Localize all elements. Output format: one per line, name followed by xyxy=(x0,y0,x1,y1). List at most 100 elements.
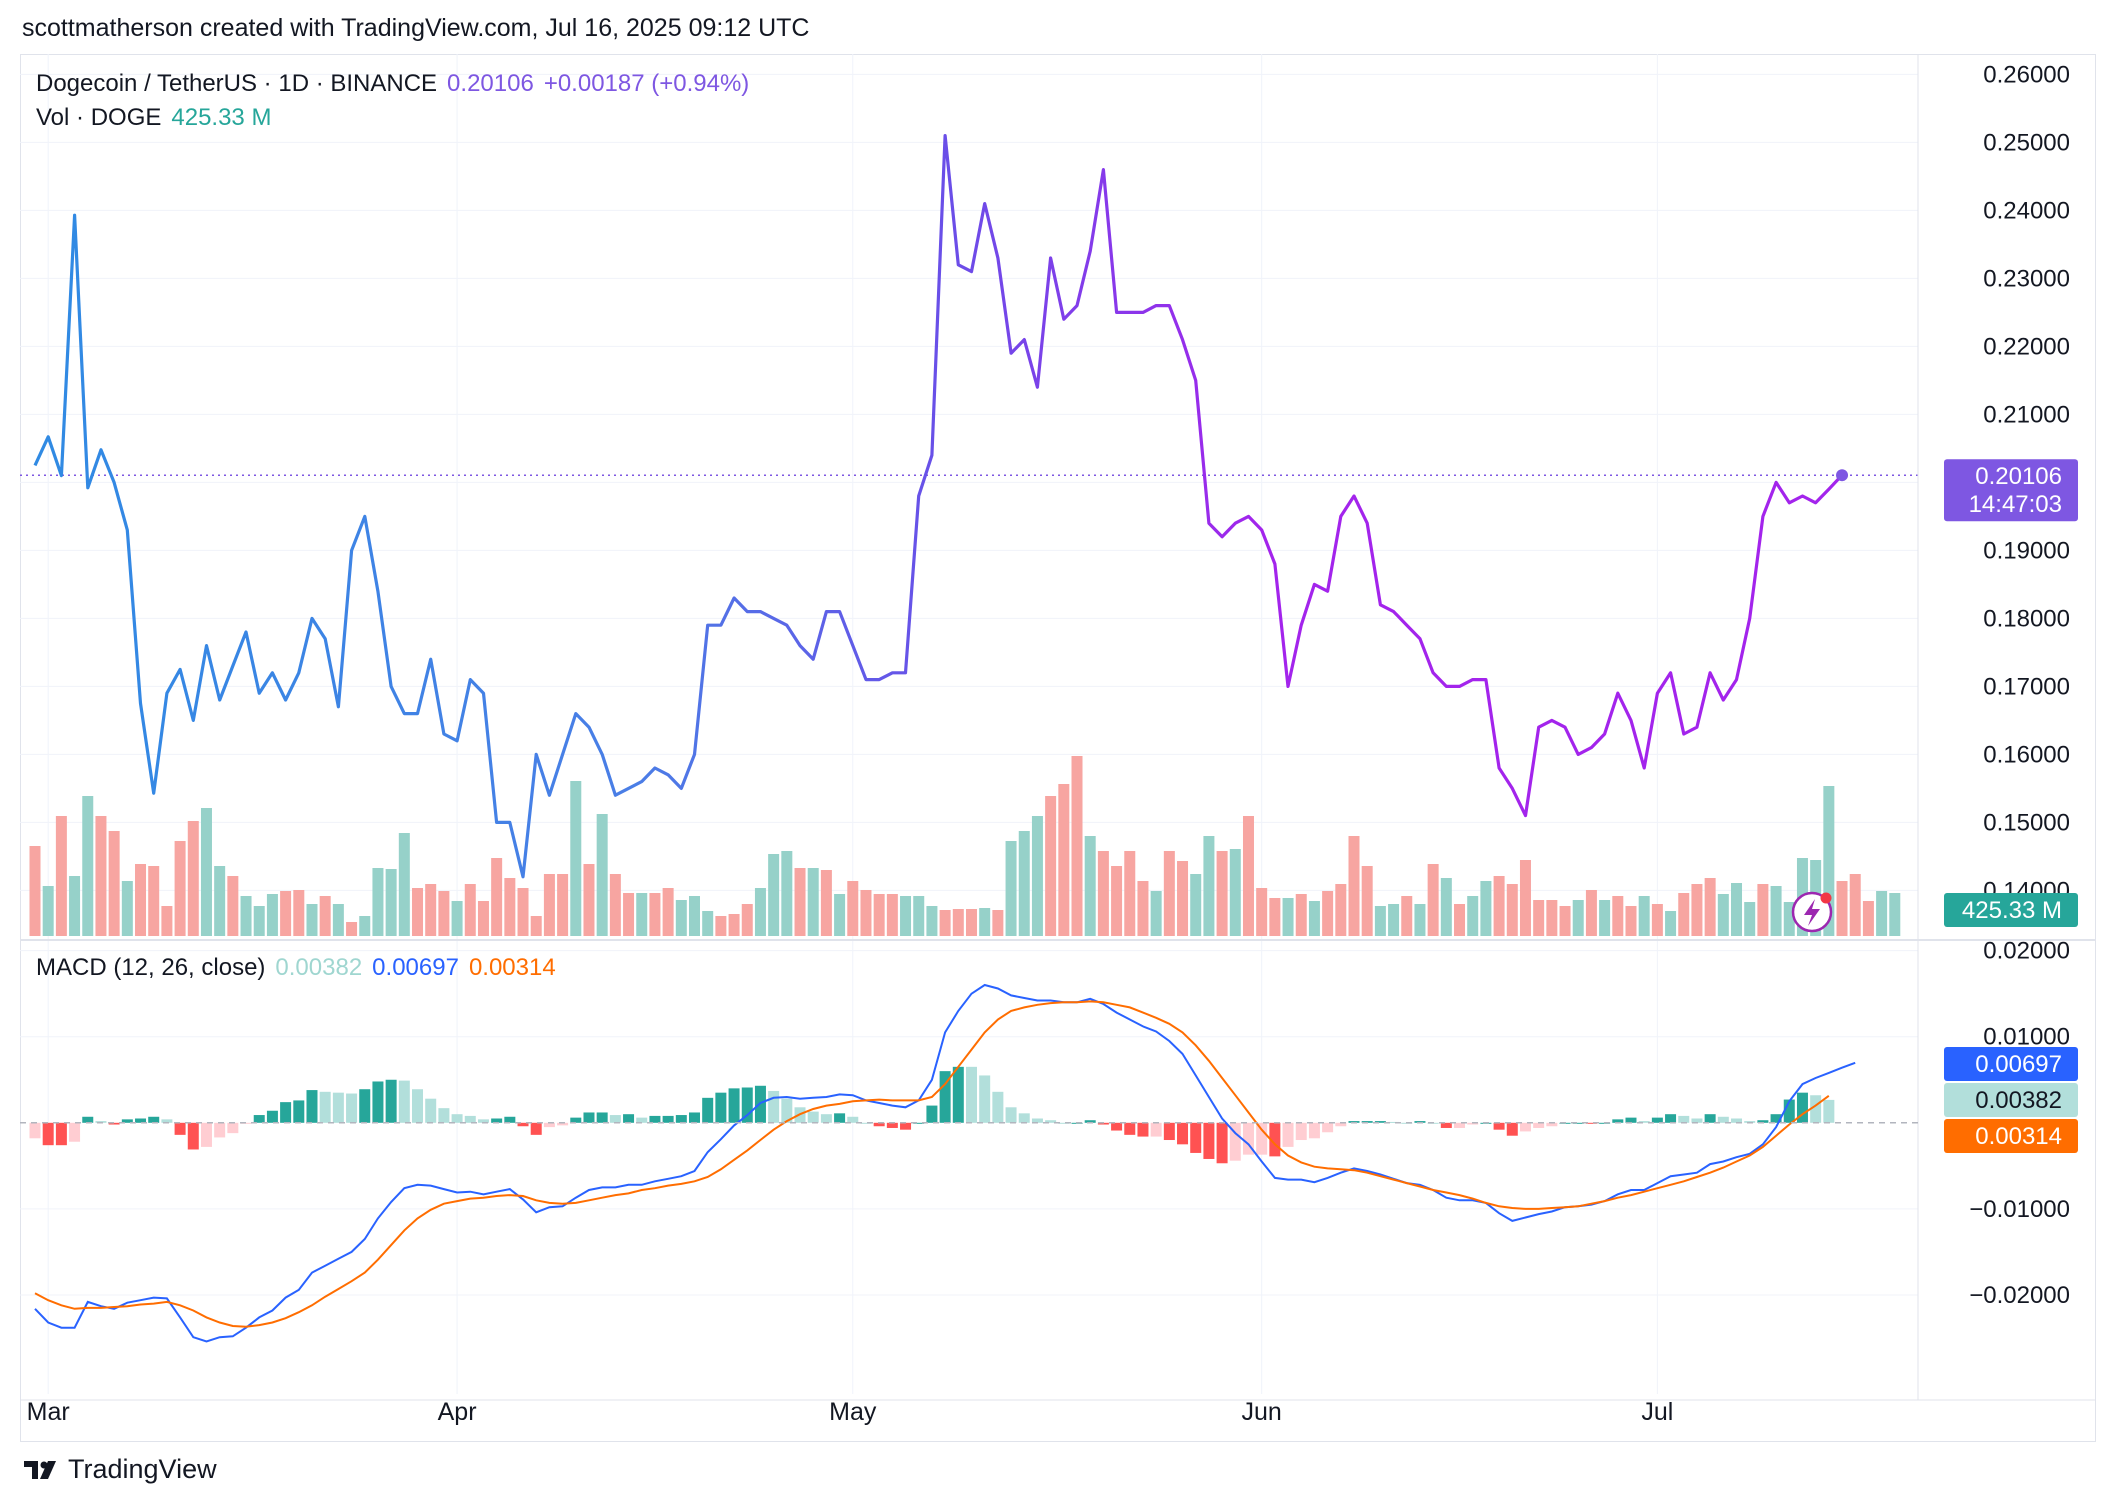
macd-hist-bar xyxy=(768,1090,780,1123)
macd-hist-bar xyxy=(1796,1092,1808,1123)
volume-bar xyxy=(860,890,872,936)
volume-value: 425.33 M xyxy=(171,104,272,131)
macd-hist-bar xyxy=(293,1100,305,1123)
price-tick-label: 0.18000 xyxy=(1983,605,2070,632)
price-change: +0.00187 (+0.94%) xyxy=(543,70,750,97)
macd-hist-bar xyxy=(1823,1099,1835,1123)
lightning-icon xyxy=(1804,899,1820,926)
volume-bar xyxy=(715,916,727,936)
macd-line xyxy=(34,983,1856,1343)
price-tick-label: 0.26000 xyxy=(1983,61,2070,88)
volume-bar xyxy=(636,893,648,936)
volume-bar xyxy=(913,896,925,936)
last-price-dot xyxy=(1836,469,1849,482)
volume-bar xyxy=(1717,894,1729,936)
macd-hist-bar xyxy=(1282,1122,1294,1147)
volume-bar xyxy=(1084,836,1096,936)
macd-hist-bar xyxy=(1731,1118,1743,1123)
macd-hist-bar xyxy=(121,1119,133,1123)
macd-hist-bar xyxy=(675,1115,687,1123)
volume-bar xyxy=(965,909,977,936)
volume-bar xyxy=(1137,881,1149,936)
volume-bar xyxy=(359,916,371,936)
alert-dot-icon xyxy=(1820,892,1832,904)
macd-hist-bar xyxy=(1361,1121,1373,1123)
macd-hist-bar xyxy=(359,1089,371,1123)
tradingview-brand: TradingView xyxy=(68,1454,217,1484)
last-price-badge-text: 0.20106 xyxy=(1975,463,2062,490)
macd-hist-bar xyxy=(820,1114,832,1123)
volume-bar xyxy=(702,911,714,936)
macd-hist-bar xyxy=(913,1122,925,1124)
macd-hist-bar xyxy=(1295,1122,1307,1141)
macd-hist-bar xyxy=(543,1122,555,1128)
volume-bar xyxy=(1480,881,1492,936)
volume-bar xyxy=(121,881,133,936)
macd-hist-bar xyxy=(1665,1114,1677,1123)
volume-bar xyxy=(1519,860,1531,936)
macd-hist-bar xyxy=(1704,1114,1716,1123)
volume-label[interactable]: Vol · DOGE xyxy=(36,104,162,131)
symbol-title[interactable]: Dogecoin / TetherUS · 1D · BINANCE xyxy=(36,70,438,97)
volume-bar xyxy=(266,894,278,936)
chart-attribution: scottmatherson created with TradingView.… xyxy=(22,14,810,42)
macd-hist-bar xyxy=(1269,1122,1281,1157)
volume-bar xyxy=(517,888,529,936)
volume-bar xyxy=(1335,884,1347,936)
volume-bar xyxy=(161,906,173,936)
macd-hist-bar xyxy=(1770,1114,1782,1123)
macd-hist-bar xyxy=(926,1105,938,1123)
volume-bar xyxy=(583,864,595,936)
macd-hist-bar xyxy=(477,1119,489,1123)
volume-bar xyxy=(1308,901,1320,936)
volume-bar xyxy=(1546,900,1558,936)
volume-bar xyxy=(623,893,635,936)
volume-bar xyxy=(95,816,107,936)
macd-hist-bar xyxy=(1229,1122,1241,1161)
volume-bar xyxy=(1506,884,1518,936)
macd-hist-bar xyxy=(491,1118,503,1123)
x-tick-label: Apr xyxy=(438,1398,477,1426)
countdown-badge-text: 14:47:03 xyxy=(1969,491,2062,518)
price-line xyxy=(33,134,1844,879)
macd-hist-bar xyxy=(623,1114,635,1123)
macd-hist-bar xyxy=(1440,1122,1452,1128)
volume-bar xyxy=(1559,906,1571,936)
x-tick-label: Jun xyxy=(1242,1398,1282,1426)
macd-hist-bar xyxy=(636,1117,648,1123)
price-tick-label: 0.21000 xyxy=(1983,401,2070,428)
volume-bar xyxy=(1823,786,1835,936)
volume-bar xyxy=(280,891,292,936)
macd-hist-bar xyxy=(1506,1122,1518,1136)
volume-bar xyxy=(425,884,437,936)
series-lines xyxy=(20,134,1918,1343)
volume-bar xyxy=(1704,878,1716,936)
macd-hist-bar xyxy=(1493,1122,1505,1130)
macd-label[interactable]: MACD (12, 26, close) xyxy=(36,954,266,981)
macd-hist-bar xyxy=(451,1114,463,1123)
volume-bar xyxy=(596,814,608,936)
volume-bar xyxy=(926,906,938,936)
volume-bar xyxy=(293,890,305,936)
macd-hist-bar xyxy=(873,1122,885,1127)
volume-bar xyxy=(1454,904,1466,936)
volume-bar xyxy=(1585,890,1597,936)
volume-badge xyxy=(1944,893,2078,927)
macd-hist-bar xyxy=(1203,1122,1215,1159)
tradingview-logo: TradingView xyxy=(22,1454,217,1485)
macd-hist-bar xyxy=(425,1098,437,1123)
hist-badge-text: 0.00382 xyxy=(1975,1087,2062,1114)
volume-bar xyxy=(900,896,912,936)
macd-hist-bar xyxy=(1374,1121,1386,1123)
macd-hist-bar xyxy=(1097,1122,1109,1125)
volume-bar xyxy=(1862,901,1874,936)
macd-hist-bar xyxy=(1322,1122,1334,1133)
price-tick-label: 0.17000 xyxy=(1983,673,2070,700)
volume-bar xyxy=(412,888,424,936)
macd-hist-bar xyxy=(398,1080,410,1123)
macd-hist-bar xyxy=(187,1122,199,1150)
macd-hist-bar xyxy=(29,1122,41,1139)
macd-hist-bar xyxy=(1810,1095,1822,1123)
macd-hist-bar xyxy=(530,1122,542,1135)
